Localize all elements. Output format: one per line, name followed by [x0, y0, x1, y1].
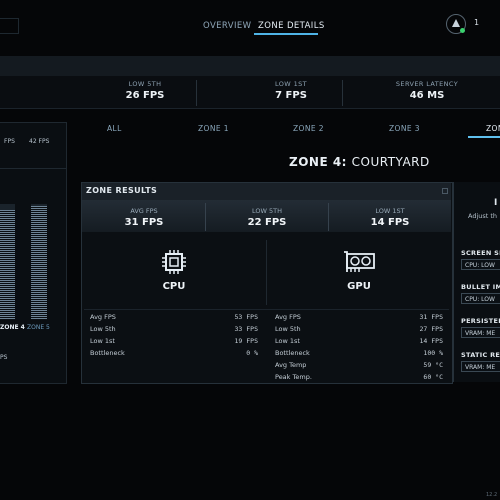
setting-value[interactable]: CPU: LOW — [461, 259, 500, 270]
metric-low1-label: LOW 1ST — [375, 207, 405, 215]
stats-bar-header — [0, 56, 500, 76]
gpu-row-value: 59 °C — [423, 361, 443, 369]
left-panel-footer-label: PS — [0, 354, 8, 361]
cpu-gpu-divider — [266, 240, 267, 305]
gpu-row-value: 31 FPS — [419, 313, 443, 321]
setting-title: STATIC REF — [461, 351, 500, 359]
zone-title: ZONE 4: COURTYARD — [289, 155, 430, 169]
gpu-row: Bottleneck 100 % — [275, 347, 443, 359]
gpu-row-name: Avg FPS — [275, 313, 301, 321]
active-tab-underline — [254, 33, 318, 35]
cpu-row-name: Avg FPS — [90, 313, 116, 321]
zone-tab-4[interactable]: ZON — [486, 124, 500, 133]
metric-divider — [328, 203, 329, 231]
cpu-row-value: 0 % — [246, 349, 258, 357]
stat-latency-label: SERVER LATENCY — [395, 80, 459, 88]
cpu-label: CPU — [162, 281, 186, 292]
zone-title-prefix: ZONE 4: — [289, 155, 347, 169]
divider — [84, 309, 449, 310]
zone4-bar — [0, 209, 15, 320]
gpu-row: Avg FPS 31 FPS — [275, 311, 443, 323]
zone-bar-track — [31, 204, 47, 320]
stat-divider — [342, 80, 343, 106]
zone-tab-all[interactable]: ALL — [107, 124, 122, 133]
results-title: ZONE RESULTS — [86, 186, 158, 195]
settings-panel — [453, 182, 500, 382]
gpu-row: Low 5th 27 FPS — [275, 323, 443, 335]
cpu-row-name: Low 5th — [90, 325, 116, 333]
zone-tab-1[interactable]: ZONE 1 — [198, 124, 229, 133]
zone-title-name: COURTYARD — [351, 155, 430, 169]
setting-value[interactable]: VRAM: ME — [461, 361, 500, 372]
settings-panel-subtitle: Adjust th — [468, 212, 498, 220]
results-header — [82, 183, 451, 200]
setting-value[interactable]: VRAM: ME — [461, 327, 500, 338]
metric-low1-value: 14 FPS — [370, 217, 410, 228]
setting-value[interactable]: CPU: LOW — [461, 293, 500, 304]
cpu-icon — [160, 248, 188, 280]
gpu-icon — [342, 248, 376, 280]
user-count: 1 — [474, 18, 480, 27]
gpu-row: Low 1st 14 FPS — [275, 335, 443, 347]
online-status-icon — [460, 28, 465, 33]
settings-panel-title: I — [494, 198, 498, 208]
cpu-row: Low 5th 33 FPS — [90, 323, 258, 335]
top-navigation — [0, 0, 500, 55]
stat-low1-label: LOW 1ST — [274, 80, 308, 88]
zone-bar-track — [0, 204, 15, 320]
metric-avg-label: AVG FPS — [130, 207, 158, 215]
tab-overview[interactable]: OVERVIEW — [203, 21, 252, 31]
metric-avg-value: 31 FPS — [124, 217, 164, 228]
cpu-row: Bottleneck 0 % — [90, 347, 258, 359]
gpu-row-name: Bottleneck — [275, 349, 310, 357]
setting-title: SCREEN SP — [461, 249, 500, 257]
zone5-axis-label[interactable]: ZONE 5 — [27, 324, 50, 331]
gpu-row-value: 60 °C — [423, 373, 443, 381]
expand-icon[interactable] — [442, 188, 448, 194]
gpu-row-value: 100 % — [423, 349, 443, 357]
gpu-row-value: 14 FPS — [419, 337, 443, 345]
summary-stats — [0, 76, 500, 109]
user-avatar-icon[interactable] — [446, 14, 466, 34]
metric-low5-value: 22 FPS — [247, 217, 287, 228]
gpu-row-name: Avg Temp — [275, 361, 307, 369]
left-panel-label: 42 FPS — [29, 138, 50, 145]
gpu-label: GPU — [347, 281, 371, 292]
setting-title: BULLET IM — [461, 283, 500, 291]
metric-low5-label: LOW 5TH — [252, 207, 282, 215]
zone-tab-3[interactable]: ZONE 3 — [389, 124, 420, 133]
zone-tab-2[interactable]: ZONE 2 — [293, 124, 324, 133]
gpu-row: Avg Temp 59 °C — [275, 359, 443, 371]
left-panel-label: FPS — [4, 138, 15, 145]
cpu-row-name: Low 1st — [90, 337, 115, 345]
gpu-row-name: Peak Temp. — [275, 373, 312, 381]
cpu-row-value: 53 FPS — [234, 313, 258, 321]
gpu-row: Peak Temp. 60 °C — [275, 371, 443, 383]
tab-zone-details[interactable]: ZONE DETAILS — [258, 21, 325, 31]
cpu-row: Avg FPS 53 FPS — [90, 311, 258, 323]
cpu-row-value: 19 FPS — [234, 337, 258, 345]
active-zone-underline — [468, 136, 500, 138]
stat-divider — [196, 80, 197, 106]
gpu-row-name: Low 5th — [275, 325, 301, 333]
stat-low1-value: 7 FPS — [275, 90, 307, 101]
cpu-row-name: Bottleneck — [90, 349, 125, 357]
stat-latency-value: 46 MS — [409, 90, 445, 101]
cpu-row: Low 1st 19 FPS — [90, 335, 258, 347]
back-button-frame[interactable] — [0, 18, 19, 34]
results-metrics — [82, 200, 451, 232]
divider — [0, 168, 66, 169]
stat-low5-label: LOW 5TH — [128, 80, 162, 88]
gpu-row-name: Low 1st — [275, 337, 300, 345]
setting-title: PERSISTEN — [461, 317, 500, 325]
metric-divider — [205, 203, 206, 231]
zone5-bar — [31, 206, 47, 320]
zone4-axis-label[interactable]: ZONE 4 — [0, 324, 25, 331]
cpu-row-value: 33 FPS — [234, 325, 258, 333]
version-label: 12.2 — [486, 492, 498, 498]
stat-low5-value: 26 FPS — [125, 90, 165, 101]
gpu-row-value: 27 FPS — [419, 325, 443, 333]
